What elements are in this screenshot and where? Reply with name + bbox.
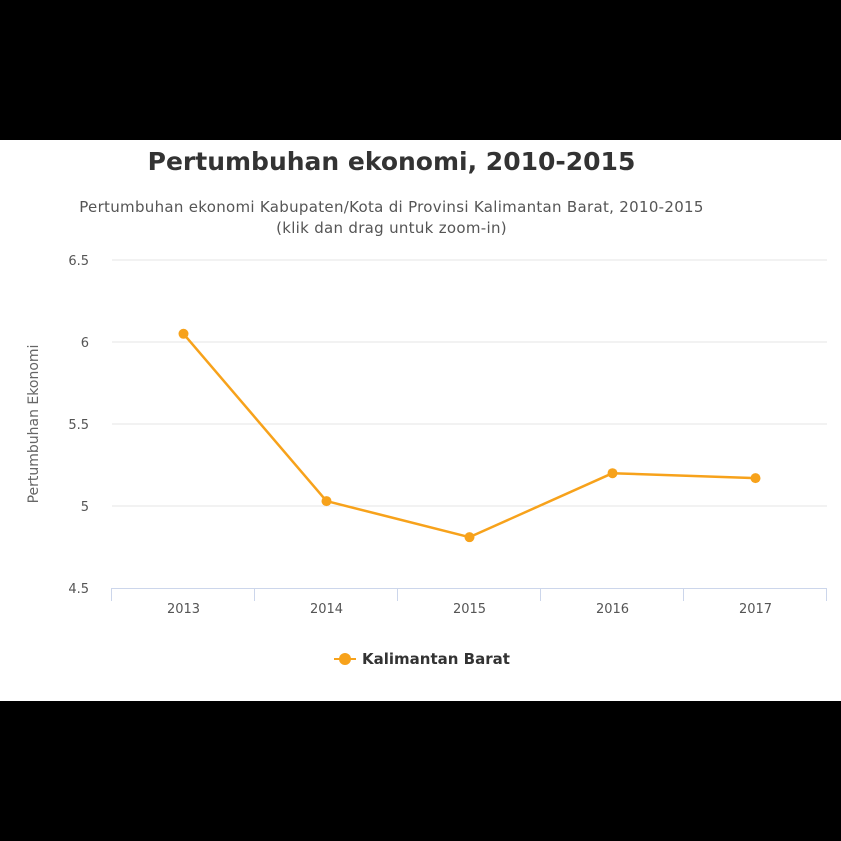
x-tick-label: 2013 bbox=[167, 602, 200, 617]
y-tick-label: 6 bbox=[81, 336, 89, 351]
legend-symbol bbox=[334, 651, 356, 667]
chart-subtitle-note: (klik dan drag untuk zoom-in) bbox=[276, 219, 507, 237]
y-tick-label: 4.5 bbox=[68, 582, 89, 597]
x-tick-label: 2017 bbox=[739, 602, 772, 617]
legend-item-kalimantan-barat[interactable]: Kalimantan Barat bbox=[334, 648, 510, 670]
legend-label: Kalimantan Barat bbox=[362, 650, 510, 668]
y-tick-label: 5.5 bbox=[68, 418, 89, 433]
data-point[interactable] bbox=[607, 468, 618, 479]
chart-title: Pertumbuhan ekonomi, 2010-2015 bbox=[147, 147, 636, 176]
chart-subtitle: Pertumbuhan ekonomi Kabupaten/Kota di Pr… bbox=[79, 198, 704, 216]
x-tick-label: 2015 bbox=[453, 602, 486, 617]
y-tick-label: 5 bbox=[81, 500, 89, 515]
data-point[interactable] bbox=[178, 328, 189, 339]
y-axis-title: Pertumbuhan Ekonomi bbox=[26, 345, 42, 504]
data-point[interactable] bbox=[750, 473, 761, 484]
y-tick-label: 6.5 bbox=[68, 254, 89, 269]
series-line bbox=[182, 332, 756, 539]
data-point[interactable] bbox=[321, 496, 332, 507]
x-tick-label: 2014 bbox=[310, 602, 343, 617]
chart-panel bbox=[0, 140, 841, 701]
x-tick-label: 2016 bbox=[596, 602, 629, 617]
data-point[interactable] bbox=[464, 532, 475, 543]
legend-marker bbox=[339, 653, 351, 665]
